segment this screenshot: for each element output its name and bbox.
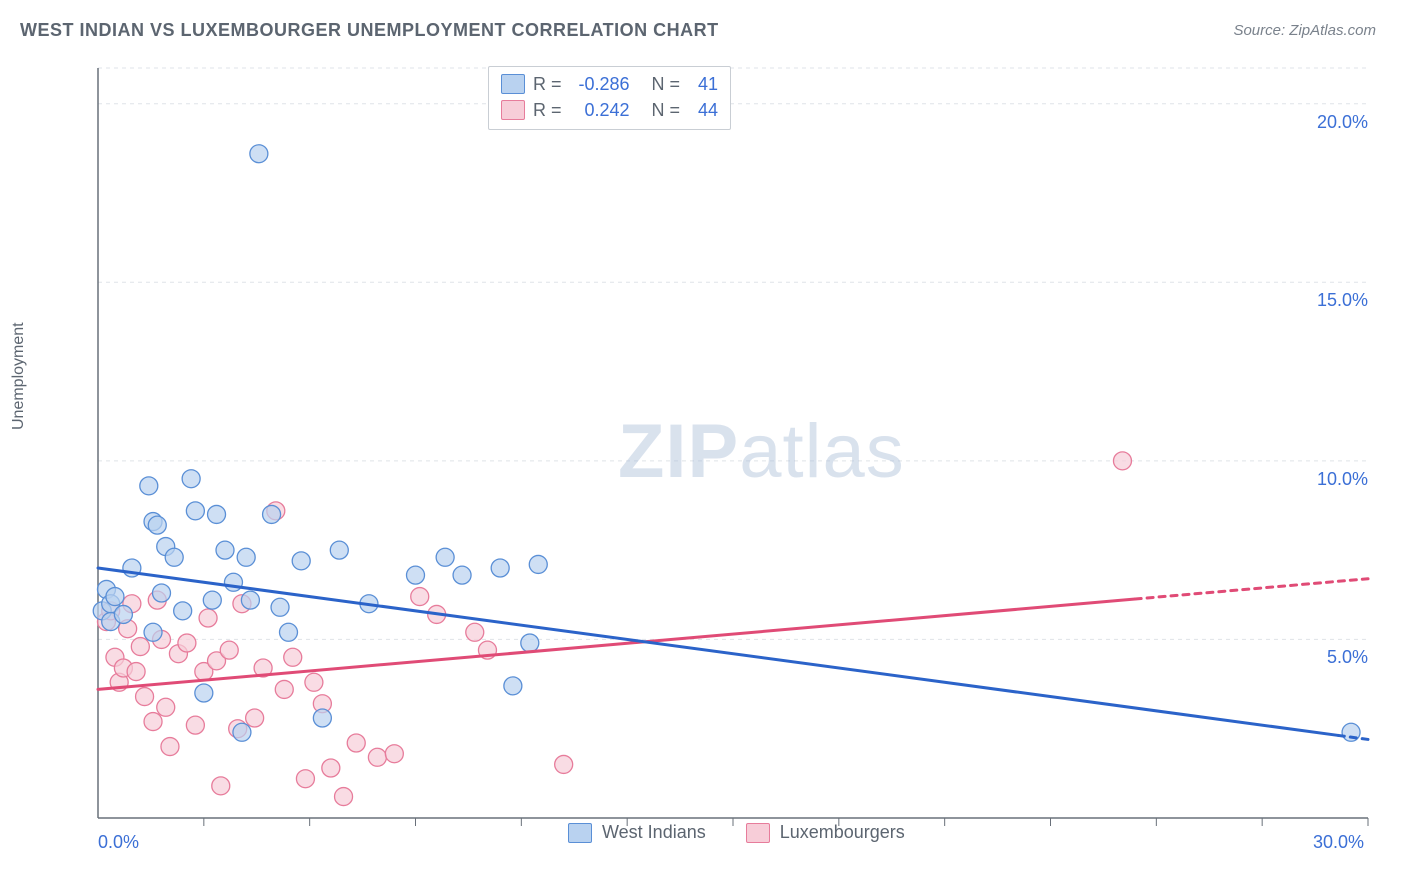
legend-series-item: West Indians (568, 822, 706, 843)
watermark: ZIPatlas (618, 408, 905, 495)
legend-swatch (568, 823, 592, 843)
legend-r-value: 0.242 (570, 100, 630, 121)
legend-r-label: R = (533, 100, 562, 121)
y-tick-label: 15.0% (1308, 290, 1368, 311)
legend-swatch (746, 823, 770, 843)
x-tick-label: 30.0% (1313, 832, 1364, 853)
chart-area: ZIPatlas R = -0.286 N = 41 R = 0.242 N = 44… (48, 58, 1378, 848)
legend-series-item: Luxembourgers (746, 822, 905, 843)
y-tick-label: 10.0% (1308, 469, 1368, 490)
legend-series-label: Luxembourgers (780, 822, 905, 843)
legend-swatch (501, 100, 525, 120)
legend-n-label: N = (652, 74, 681, 95)
source-attribution: Source: ZipAtlas.com (1233, 22, 1376, 39)
legend-r-label: R = (533, 74, 562, 95)
legend-correlation: R = -0.286 N = 41 R = 0.242 N = 44 (488, 66, 731, 130)
chart-title: WEST INDIAN VS LUXEMBOURGER UNEMPLOYMENT… (20, 20, 719, 41)
x-tick-label: 0.0% (98, 832, 139, 853)
legend-r-value: -0.286 (570, 74, 630, 95)
y-tick-label: 20.0% (1308, 112, 1368, 133)
y-axis-label: Unemployment (10, 322, 28, 430)
legend-n-value: 41 (688, 74, 718, 95)
legend-series: West Indians Luxembourgers (568, 822, 905, 843)
legend-swatch (501, 74, 525, 94)
legend-n-value: 44 (688, 100, 718, 121)
legend-corr-row: R = -0.286 N = 41 (501, 71, 718, 97)
legend-series-label: West Indians (602, 822, 706, 843)
legend-n-label: N = (652, 100, 681, 121)
legend-corr-row: R = 0.242 N = 44 (501, 97, 718, 123)
y-tick-label: 5.0% (1308, 647, 1368, 668)
